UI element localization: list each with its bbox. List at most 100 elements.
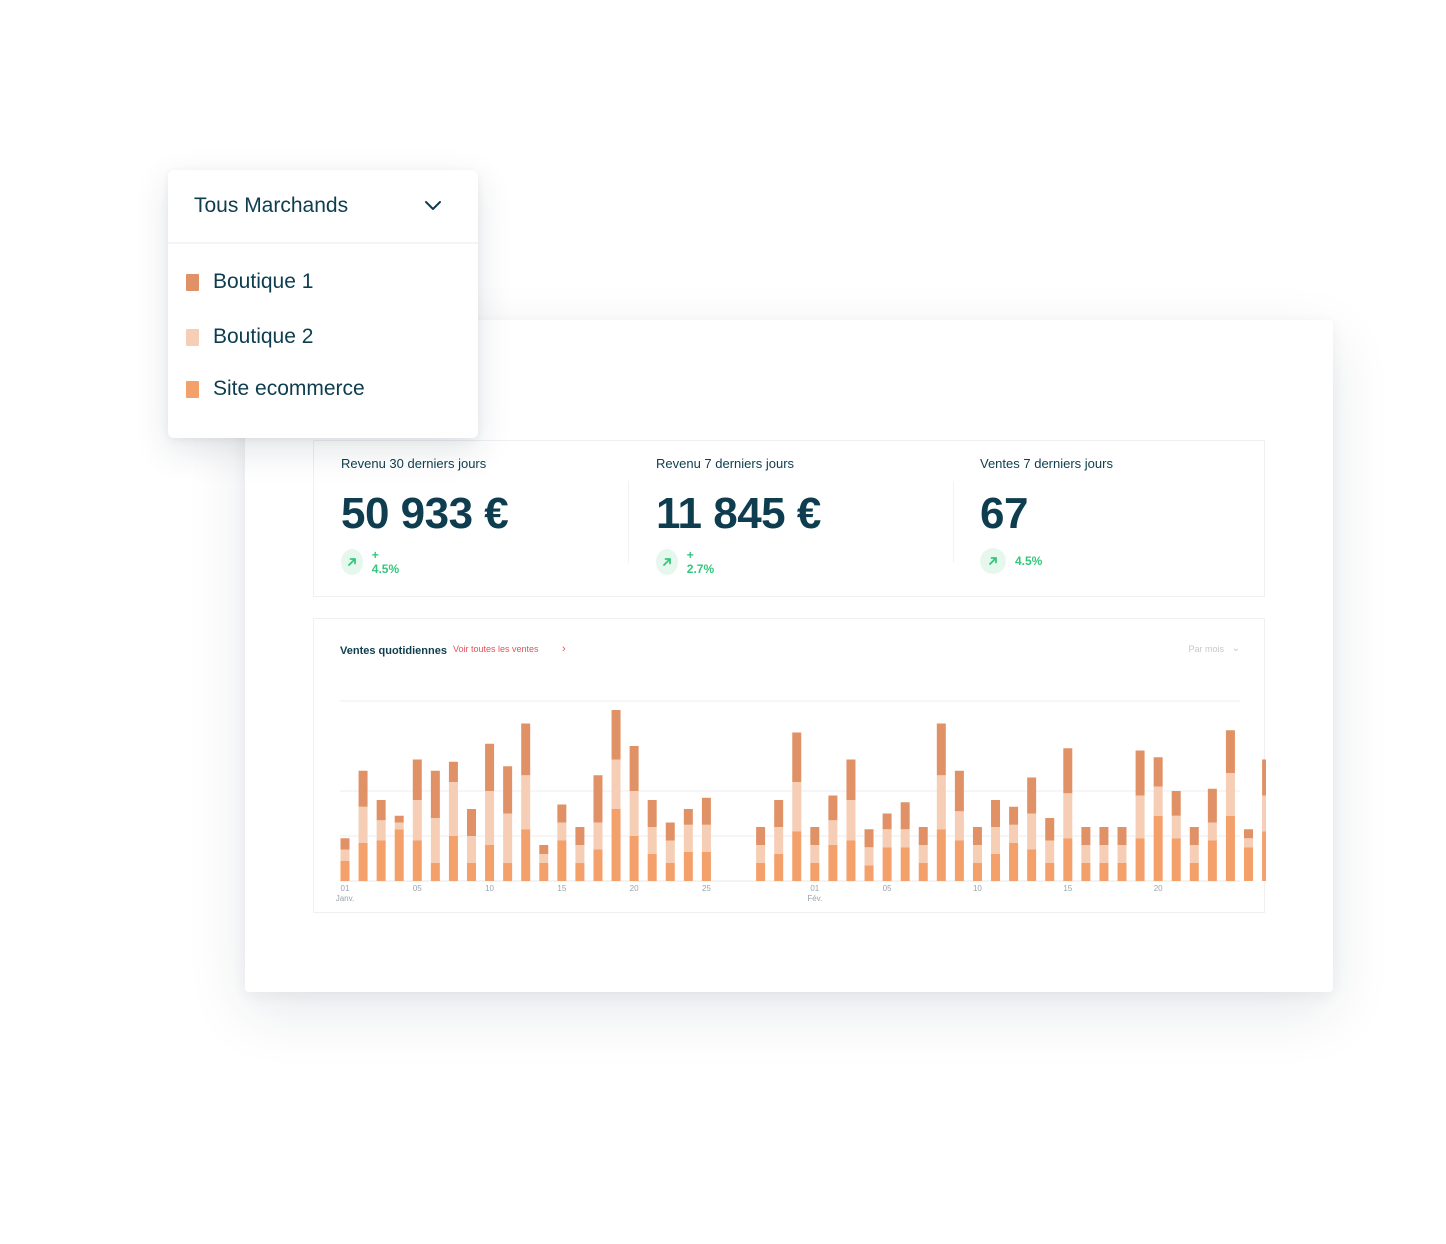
chevron-right-icon[interactable]: › (562, 643, 566, 655)
bar-segment-boutique-2 (900, 829, 910, 848)
bar-segment-boutique-2 (1262, 795, 1266, 832)
stat-trend: + 4.5% (341, 548, 403, 576)
bar-segment-boutique-1 (954, 770, 964, 812)
x-tick-label: 15 (1063, 884, 1072, 893)
trend-percentage: + 2.7% (686, 548, 715, 576)
bar-segment-boutique-1 (810, 827, 820, 845)
bar-segment-boutique-2 (466, 836, 476, 863)
bar-segment-site-ecommerce (485, 845, 495, 881)
bar-segment-boutique-2 (430, 818, 440, 863)
x-tick-label: 15 (557, 884, 566, 893)
bar-segment-boutique-1 (1117, 827, 1127, 845)
bar-segment-boutique-2 (521, 775, 531, 830)
bar-segment-site-ecommerce (503, 863, 513, 881)
bar-segment-boutique-2 (864, 847, 874, 866)
stat-value: 50 933 € (341, 489, 509, 538)
period-select[interactable]: Par mois (1188, 644, 1224, 654)
bar-segment-site-ecommerce (1009, 842, 1019, 881)
bar-segment-site-ecommerce (683, 851, 693, 881)
bar-segment-site-ecommerce (918, 863, 928, 881)
bar-segment-boutique-2 (810, 845, 820, 863)
merchant-option-label: Boutique 1 (213, 270, 314, 293)
merchant-option-boutique-1[interactable]: Boutique 1 (186, 267, 313, 297)
bar-segment-boutique-2 (1171, 815, 1181, 839)
bar-segment-site-ecommerce (1244, 847, 1253, 881)
chevron-down-icon[interactable]: ⌄ (1231, 643, 1240, 654)
bar-segment-boutique-2 (774, 827, 784, 854)
bar-segment-boutique-1 (557, 804, 567, 823)
bar-segment-boutique-1 (358, 770, 368, 807)
bar-segment-boutique-2 (1027, 813, 1037, 850)
merchant-option-site-ecommerce[interactable]: Site ecommerce (186, 374, 365, 404)
bar-segment-boutique-2 (376, 820, 386, 841)
bar-segment-boutique-1 (665, 822, 675, 841)
bar-segment-site-ecommerce (557, 840, 567, 881)
bar-segment-boutique-1 (683, 809, 693, 825)
bar-segment-site-ecommerce (900, 847, 910, 881)
bar-segment-site-ecommerce (1189, 863, 1199, 881)
daily-sales-card: Ventes quotidiennes Voir toutes les vent… (313, 618, 1266, 913)
bar-segment-site-ecommerce (1063, 838, 1073, 881)
color-swatch (186, 380, 199, 398)
merchant-dropdown-header[interactable]: Tous Marchands (168, 170, 478, 244)
bar-segment-site-ecommerce (430, 863, 440, 881)
stat-label: Revenu 30 derniers jours (341, 456, 487, 471)
bar-segment-boutique-1 (1045, 818, 1055, 841)
view-all-sales-link[interactable]: Voir toutes les ventes (453, 644, 539, 654)
bar-segment-boutique-2 (1063, 793, 1073, 839)
bar-segment-boutique-1 (864, 829, 874, 848)
bar-segment-boutique-1 (647, 800, 657, 827)
bar-segment-boutique-2 (358, 806, 368, 843)
trend-up-icon (980, 548, 1006, 574)
bar-segment-site-ecommerce (1225, 815, 1235, 881)
merchant-selected-label: Tous Marchands (194, 194, 349, 217)
bar-segment-boutique-1 (376, 800, 386, 821)
bar-segment-site-ecommerce (972, 863, 982, 881)
merchant-option-boutique-2[interactable]: Boutique 2 (186, 322, 313, 352)
bar-segment-boutique-2 (503, 813, 513, 863)
bar-segment-boutique-1 (430, 770, 440, 818)
bar-segment-boutique-1 (828, 795, 838, 821)
bar-segment-boutique-1 (575, 827, 585, 845)
bar-segment-boutique-1 (991, 800, 1001, 827)
bar-segment-site-ecommerce (575, 863, 585, 881)
stat-label: Revenu 7 derniers jours (656, 456, 795, 471)
bar-segment-site-ecommerce (1135, 838, 1145, 881)
bar-segment-boutique-2 (1117, 845, 1127, 863)
bar-segment-site-ecommerce (1262, 831, 1266, 881)
bar-segment-site-ecommerce (412, 840, 422, 881)
stat-value: 67 (980, 489, 1028, 538)
bar-segment-boutique-2 (792, 782, 802, 832)
x-tick-sublabel: Janv. (336, 894, 355, 903)
bar-segment-boutique-2 (701, 824, 711, 852)
bar-segment-site-ecommerce (629, 836, 639, 881)
bar-segment-boutique-1 (448, 761, 458, 782)
bar-segment-boutique-1 (1027, 777, 1037, 814)
chevron-down-icon[interactable] (424, 200, 442, 212)
bar-segment-site-ecommerce (1117, 863, 1127, 881)
bar-segment-site-ecommerce (448, 836, 458, 881)
bar-segment-site-ecommerce (647, 854, 657, 881)
bar-segment-boutique-2 (1045, 840, 1055, 863)
trend-up-icon (341, 549, 363, 575)
bar-segment-boutique-1 (846, 759, 856, 800)
bar-segment-site-ecommerce (1171, 838, 1181, 881)
bar-segment-boutique-1 (918, 827, 928, 845)
stat-divider (953, 481, 954, 563)
bar-segment-site-ecommerce (792, 831, 802, 881)
bar-segment-boutique-1 (611, 710, 621, 760)
merchant-option-label: Boutique 2 (213, 325, 314, 348)
bar-segment-site-ecommerce (864, 865, 874, 881)
bar-segment-boutique-1 (1099, 827, 1109, 845)
bar-segment-site-ecommerce (774, 854, 784, 881)
bar-segment-site-ecommerce (810, 863, 820, 881)
bar-segment-boutique-2 (1244, 838, 1253, 848)
bar-segment-boutique-1 (466, 809, 476, 836)
merchant-dropdown[interactable]: Tous Marchands Boutique 1 Boutique 2 Sit… (168, 170, 478, 438)
stats-panel: Revenu 30 derniers jours 50 933 € + 4.5%… (313, 440, 1265, 597)
bar-segment-boutique-1 (1153, 757, 1163, 787)
bar-segment-site-ecommerce (1099, 863, 1109, 881)
stat-divider (628, 481, 629, 563)
bar-segment-boutique-2 (972, 845, 982, 863)
x-tick-label: 25 (702, 884, 711, 893)
